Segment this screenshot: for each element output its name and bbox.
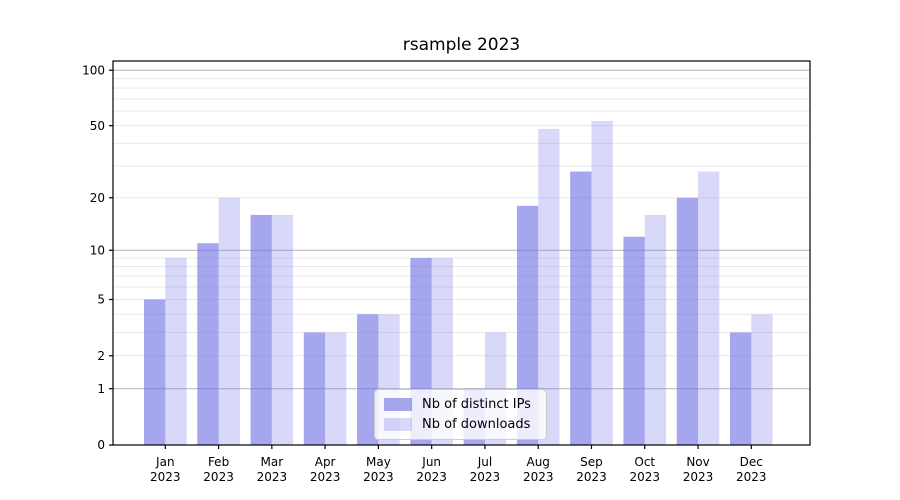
bar-distinct-ips xyxy=(303,332,326,445)
bar-distinct-ips xyxy=(676,197,699,445)
bar-distinct-ips xyxy=(197,243,219,445)
x-tick-label-month: Feb xyxy=(208,455,229,469)
x-tick-label-year: 2023 xyxy=(257,470,288,484)
bar-downloads xyxy=(591,121,613,446)
x-tick-label-month: Jan xyxy=(155,455,175,469)
x-tick-label-month: Nov xyxy=(686,455,709,469)
bar-distinct-ips xyxy=(250,214,272,445)
x-tick-label-year: 2023 xyxy=(576,470,607,484)
bar-downloads xyxy=(271,214,294,445)
legend-label-downloads: Nb of downloads xyxy=(422,417,531,432)
x-tick-label-month: Jul xyxy=(477,455,492,469)
legend-swatch-downloads-icon xyxy=(384,418,412,431)
legend: Nb of distinct IPs Nb of downloads xyxy=(374,389,547,440)
bar-downloads xyxy=(698,171,720,446)
x-tick-label-month: Apr xyxy=(315,455,336,469)
x-tick-label-year: 2023 xyxy=(470,470,501,484)
legend-item-downloads: Nb of downloads xyxy=(384,417,537,432)
y-tick-label: 10 xyxy=(90,243,105,257)
bar-distinct-ips xyxy=(144,299,166,445)
x-tick-label-year: 2023 xyxy=(203,470,234,484)
x-tick-label-year: 2023 xyxy=(736,470,767,484)
legend-swatch-distinct-ips-icon xyxy=(384,398,412,411)
x-tick-label-month: Jun xyxy=(421,455,441,469)
legend-item-distinct-ips: Nb of distinct IPs xyxy=(384,397,537,412)
bar-distinct-ips xyxy=(357,314,379,445)
x-tick-label-month: Aug xyxy=(526,455,549,469)
y-tick-label: 5 xyxy=(97,293,105,307)
x-tick-label-year: 2023 xyxy=(523,470,554,484)
bar-downloads xyxy=(644,214,667,445)
x-tick-label-year: 2023 xyxy=(416,470,447,484)
x-tick-label-month: Oct xyxy=(634,455,655,469)
x-tick-label-year: 2023 xyxy=(683,470,714,484)
bar-downloads xyxy=(751,314,773,445)
y-tick-label: 50 xyxy=(90,119,105,133)
y-tick-label: 0 xyxy=(97,438,105,452)
plot-border xyxy=(112,60,811,446)
y-tick-label: 20 xyxy=(90,191,105,205)
y-tick-label: 100 xyxy=(82,63,105,77)
x-tick-label-year: 2023 xyxy=(150,470,181,484)
chart-title: rsample 2023 xyxy=(402,35,521,55)
bar-distinct-ips xyxy=(730,332,752,445)
bar-downloads xyxy=(165,258,187,445)
bar-distinct-ips xyxy=(516,205,539,445)
y-tick-label: 2 xyxy=(97,349,105,363)
x-tick-label-year: 2023 xyxy=(629,470,660,484)
x-tick-label-month: Sep xyxy=(580,455,603,469)
legend-label-distinct-ips: Nb of distinct IPs xyxy=(422,397,531,412)
x-tick-label-month: Dec xyxy=(740,455,763,469)
x-tick-label-year: 2023 xyxy=(310,470,341,484)
x-tick-label-month: Mar xyxy=(261,455,284,469)
x-tick-label-month: May xyxy=(366,455,391,469)
bar-downloads xyxy=(325,332,347,445)
bar-downloads xyxy=(538,128,560,445)
bar-downloads xyxy=(218,197,240,445)
x-tick-label-year: 2023 xyxy=(363,470,394,484)
bar-distinct-ips xyxy=(570,171,592,446)
bar-distinct-ips xyxy=(623,236,645,445)
y-tick-label: 1 xyxy=(97,382,105,396)
